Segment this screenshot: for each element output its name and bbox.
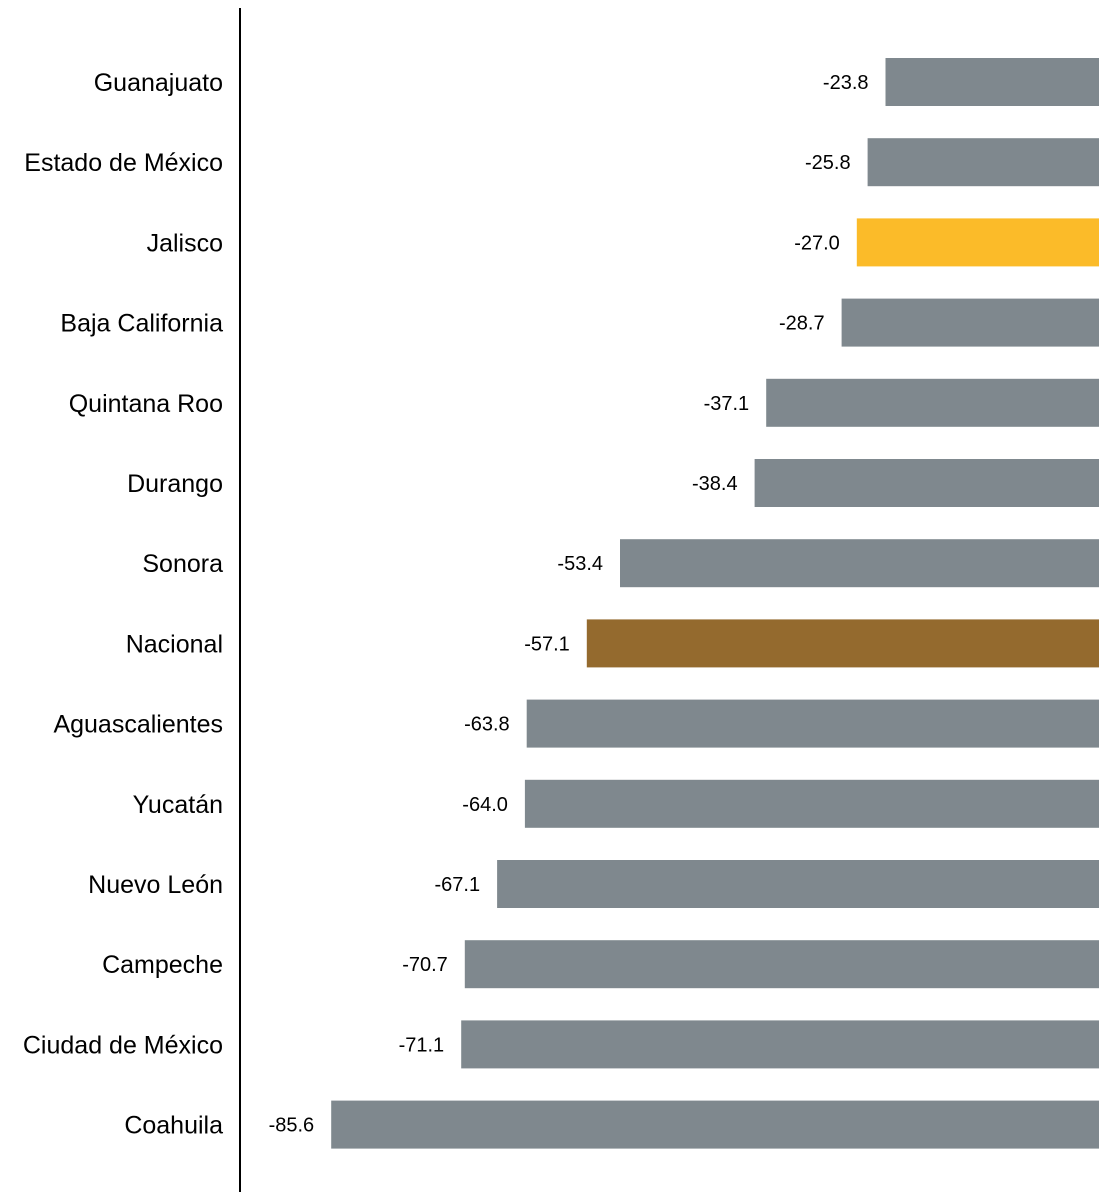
bars-group bbox=[331, 58, 1099, 1149]
bar-quintana-roo bbox=[766, 378, 1099, 427]
bar-campeche bbox=[464, 940, 1099, 989]
category-label-jalisco: Jalisco bbox=[147, 229, 223, 257]
category-label-coahuila: Coahuila bbox=[124, 1112, 223, 1140]
category-labels-group: Guanajuato Estado de México Jalisco Baja Ca… bbox=[23, 69, 223, 1140]
value-labels-group: -23.8 -25.8 -27.0 -28.7 -37.1 -38.4 -53.4 -57.1… bbox=[269, 72, 869, 1137]
category-label-sonora: Sonora bbox=[142, 550, 223, 578]
category-label-ciudad-de-mexico: Ciudad de México bbox=[23, 1031, 223, 1059]
value-label-estado-de-mexico: -25.8 bbox=[805, 152, 851, 174]
category-label-nacional: Nacional bbox=[126, 630, 223, 658]
category-label-guanajuato: Guanajuato bbox=[94, 69, 223, 97]
value-label-nacional: -57.1 bbox=[524, 633, 570, 655]
value-label-nuevo-leon: -67.1 bbox=[435, 874, 481, 896]
category-label-aguascalientes: Aguascalientes bbox=[53, 711, 223, 739]
bar-coahuila bbox=[331, 1100, 1099, 1149]
value-label-campeche: -70.7 bbox=[402, 954, 448, 976]
value-label-guanajuato: -23.8 bbox=[823, 72, 869, 94]
value-label-baja-california: -28.7 bbox=[779, 313, 825, 335]
bar-durango bbox=[754, 459, 1099, 507]
bar-nacional bbox=[586, 619, 1099, 668]
category-label-estado-de-mexico: Estado de México bbox=[24, 149, 223, 177]
value-label-jalisco: -27.0 bbox=[794, 232, 840, 254]
bar-sonora bbox=[620, 539, 1099, 588]
value-label-sonora: -53.4 bbox=[557, 553, 603, 575]
value-label-quintana-roo: -37.1 bbox=[704, 393, 750, 415]
bar-aguascalientes bbox=[526, 699, 1099, 748]
category-label-baja-california: Baja California bbox=[60, 310, 223, 338]
category-label-yucatan: Yucatán bbox=[133, 791, 223, 819]
value-label-durango: -38.4 bbox=[692, 473, 738, 495]
value-label-coahuila: -85.6 bbox=[269, 1115, 315, 1137]
bar-nuevo-leon bbox=[497, 860, 1099, 908]
bar-baja-california bbox=[841, 298, 1099, 347]
bar-ciudad-de-mexico bbox=[461, 1020, 1099, 1069]
category-label-nuevo-leon: Nuevo León bbox=[88, 871, 223, 899]
bar-guanajuato bbox=[885, 58, 1099, 106]
value-label-aguascalientes: -63.8 bbox=[464, 714, 510, 736]
bar-yucatan bbox=[524, 779, 1099, 828]
value-label-ciudad-de-mexico: -71.1 bbox=[399, 1034, 445, 1056]
category-label-campeche: Campeche bbox=[102, 951, 223, 979]
bar-jalisco bbox=[856, 218, 1099, 267]
bar-estado-de-mexico bbox=[867, 138, 1099, 187]
category-label-quintana-roo: Quintana Roo bbox=[69, 390, 223, 418]
category-label-durango: Durango bbox=[127, 470, 223, 498]
value-label-yucatan: -64.0 bbox=[462, 794, 508, 816]
